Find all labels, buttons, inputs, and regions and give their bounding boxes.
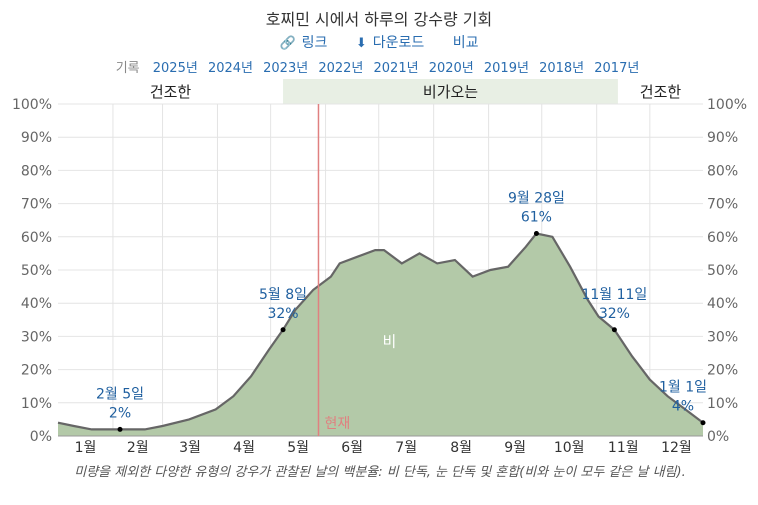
x-tick-label: 11월 <box>608 440 639 456</box>
annotation-value: 32% <box>599 306 630 322</box>
annotation-point <box>117 426 123 432</box>
season-band <box>58 79 284 104</box>
x-tick-label: 4월 <box>233 440 255 456</box>
annotation-date: 2월 5일 <box>96 386 144 402</box>
year-link[interactable]: 2024년 <box>207 61 253 76</box>
annotation-date: 11월 11일 <box>581 287 647 303</box>
x-tick-label: 5월 <box>287 440 309 456</box>
y-tick-label-left: 100% <box>12 97 52 113</box>
link-button[interactable]: 🔗 링크 <box>279 32 327 52</box>
annotation-date: 9월 28일 <box>508 190 565 206</box>
records-label: 기록 <box>115 61 140 76</box>
annotation-point <box>611 327 617 333</box>
y-tick-label-right: 60% <box>707 230 738 246</box>
page-title: 호찌민 시에서 하루의 강수량 기회 <box>265 10 493 29</box>
link-label: 링크 <box>301 35 328 51</box>
y-tick-label-right: 20% <box>707 363 738 379</box>
season-label: 건조한 <box>150 83 192 101</box>
x-tick-label: 8월 <box>450 440 472 456</box>
annotation-value: 32% <box>267 306 298 322</box>
year-link[interactable]: 2019년 <box>483 61 529 76</box>
x-tick-label: 2월 <box>127 440 149 456</box>
year-link[interactable]: 2025년 <box>152 61 198 76</box>
y-tick-label-right: 40% <box>707 296 738 312</box>
records-bar: 기록 2025년 2024년 2023년 2022년 2021년 2020년 2… <box>0 57 758 76</box>
season-label: 비가오는 <box>423 83 478 101</box>
link-icon: 🔗 <box>279 36 296 51</box>
download-icon: ⬇ <box>355 36 367 51</box>
rain-line <box>57 232 704 431</box>
y-tick-label-left: 10% <box>21 396 52 412</box>
x-tick-label: 1월 <box>75 440 97 456</box>
compare-button[interactable]: 비교 <box>452 35 479 51</box>
y-tick-label-right: 100% <box>707 97 747 113</box>
annotation-value: 2% <box>109 405 131 421</box>
y-tick-label-right: 30% <box>707 329 738 345</box>
footnote: 미량을 제외한 다양한 유형의 강우가 관찰된 날의 백분율: 비 단독, 눈 … <box>74 465 686 480</box>
year-link[interactable]: 2023년 <box>263 61 309 76</box>
year-link[interactable]: 2020년 <box>428 61 474 76</box>
x-tick-label: 7월 <box>395 440 417 456</box>
now-marker-label: 현재 <box>324 416 350 432</box>
y-tick-label-left: 20% <box>21 363 52 379</box>
y-tick-label-left: 60% <box>21 230 52 246</box>
y-tick-label-right: 90% <box>707 130 738 146</box>
x-tick-label: 3월 <box>179 440 201 456</box>
annotation-value: 4% <box>672 399 694 415</box>
y-tick-label-left: 70% <box>21 197 52 213</box>
y-tick-label-right: 50% <box>707 263 738 279</box>
year-link[interactable]: 2021년 <box>373 61 419 76</box>
download-button[interactable]: ⬇ 다운로드 <box>356 32 424 52</box>
season-band <box>283 79 618 104</box>
rain-area <box>58 233 703 436</box>
y-tick-label-right: 10% <box>707 396 738 412</box>
y-tick-label-left: 50% <box>21 263 52 279</box>
series-label: 비 <box>382 332 396 350</box>
year-link[interactable]: 2017년 <box>594 61 640 76</box>
y-tick-label-right: 0% <box>707 429 729 445</box>
download-label: 다운로드 <box>372 35 425 51</box>
x-tick-label: 10월 <box>554 440 585 456</box>
y-tick-label-right: 70% <box>707 197 738 213</box>
y-tick-label-left: 90% <box>21 130 52 146</box>
y-tick-label-left: 40% <box>21 296 52 312</box>
annotation-date: 1월 1일 <box>659 380 707 396</box>
y-tick-label-left: 0% <box>30 429 52 445</box>
x-tick-label: 9월 <box>504 440 526 456</box>
x-tick-label: 12월 <box>661 440 692 456</box>
annotation-point <box>280 327 286 333</box>
annotation-point <box>533 230 539 236</box>
link-bar: 🔗 링크 ⬇ 다운로드 비교 <box>0 32 758 52</box>
y-tick-label-left: 80% <box>21 163 52 179</box>
year-link[interactable]: 2022년 <box>318 61 364 76</box>
y-tick-label-right: 80% <box>707 163 738 179</box>
year-link[interactable]: 2018년 <box>539 61 585 76</box>
x-tick-label: 6월 <box>341 440 363 456</box>
season-label: 건조한 <box>640 83 682 101</box>
annotation-point <box>700 420 706 426</box>
annotation-value: 61% <box>521 209 552 225</box>
y-tick-label-left: 30% <box>21 329 52 345</box>
season-band <box>617 79 703 104</box>
annotation-date: 5월 8일 <box>259 287 307 303</box>
